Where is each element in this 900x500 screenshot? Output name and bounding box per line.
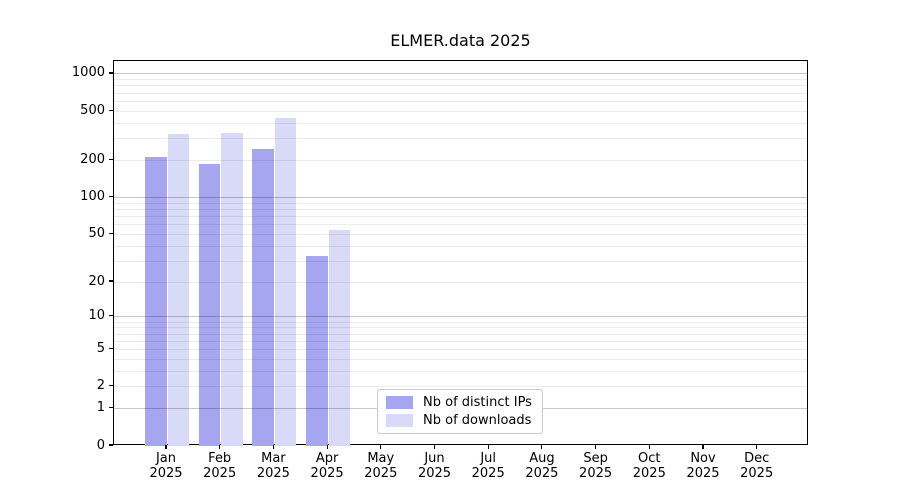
minor-gridline bbox=[114, 159, 807, 161]
minor-gridline bbox=[114, 202, 807, 204]
x-tick-mark bbox=[487, 445, 489, 449]
minor-gridline bbox=[114, 85, 807, 87]
y-tick-label: 2 bbox=[96, 378, 105, 394]
y-tick-mark bbox=[109, 407, 113, 409]
x-tick-mark bbox=[380, 445, 382, 449]
y-tick-label: 100 bbox=[80, 188, 105, 204]
x-tick-mark bbox=[648, 445, 650, 449]
x-tick-mark bbox=[433, 445, 436, 449]
y-tick-mark bbox=[109, 109, 113, 111]
minor-gridline bbox=[114, 358, 807, 360]
grid-layer bbox=[114, 61, 807, 444]
minor-gridline bbox=[114, 233, 807, 235]
minor-gridline bbox=[114, 138, 807, 140]
minor-gridline bbox=[114, 122, 807, 124]
y-tick-mark bbox=[109, 158, 113, 160]
y-tick-label: 0 bbox=[96, 437, 105, 453]
y-tick-label: 1000 bbox=[71, 65, 105, 81]
y-tick-label: 20 bbox=[88, 273, 105, 289]
y-tick-mark bbox=[109, 232, 113, 234]
bar-distinct-ips bbox=[198, 163, 221, 446]
x-tick-mark bbox=[326, 445, 328, 449]
minor-gridline bbox=[114, 333, 807, 335]
minor-gridline bbox=[114, 100, 807, 102]
legend-item-distinct-ips: Nb of distinct IPs bbox=[386, 395, 542, 410]
y-tick-mark bbox=[109, 444, 113, 446]
x-tick-mark bbox=[756, 445, 758, 449]
bar-downloads bbox=[328, 230, 351, 446]
minor-gridline bbox=[114, 386, 807, 388]
bar-downloads bbox=[167, 133, 189, 446]
minor-gridline bbox=[114, 370, 807, 372]
y-tick-label: 500 bbox=[80, 102, 105, 118]
legend-swatch-downloads bbox=[386, 414, 413, 427]
x-tick-label: Jan 2025 bbox=[149, 451, 183, 481]
x-tick-mark bbox=[541, 445, 543, 449]
minor-gridline bbox=[114, 327, 807, 329]
y-tick-mark bbox=[109, 195, 113, 198]
y-tick-mark bbox=[109, 280, 113, 282]
minor-gridline bbox=[114, 260, 807, 262]
minor-gridline bbox=[114, 340, 807, 342]
minor-gridline bbox=[114, 79, 807, 81]
x-tick-mark bbox=[702, 445, 704, 449]
minor-gridline bbox=[114, 215, 807, 217]
x-tick-mark bbox=[219, 445, 221, 449]
legend-label-distinct-ips: Nb of distinct IPs bbox=[423, 395, 532, 410]
y-tick-label: 50 bbox=[88, 225, 105, 241]
minor-gridline bbox=[114, 245, 807, 247]
x-tick-label: Mar 2025 bbox=[256, 451, 290, 481]
x-tick-label: Aug 2025 bbox=[525, 451, 559, 481]
minor-gridline bbox=[114, 110, 807, 112]
y-tick-mark bbox=[109, 385, 113, 387]
x-tick-label: Sep 2025 bbox=[579, 451, 613, 481]
x-tick-label: Oct 2025 bbox=[632, 451, 666, 481]
legend: Nb of distinct IPs Nb of downloads bbox=[377, 389, 543, 434]
y-tick-label: 1 bbox=[96, 400, 105, 416]
x-tick-label: Jul 2025 bbox=[471, 451, 505, 481]
x-tick-mark bbox=[272, 445, 274, 449]
y-tick-label: 5 bbox=[96, 341, 105, 356]
x-tick-label: Jun 2025 bbox=[417, 451, 452, 481]
x-tick-mark bbox=[595, 445, 597, 449]
bar-distinct-ips bbox=[145, 157, 167, 446]
major-gridline bbox=[114, 196, 807, 198]
minor-gridline bbox=[114, 208, 807, 210]
bar-distinct-ips bbox=[306, 256, 328, 446]
y-tick-mark bbox=[109, 315, 113, 317]
major-gridline bbox=[114, 316, 807, 318]
y-tick-mark bbox=[109, 72, 113, 74]
y-tick-mark bbox=[109, 347, 113, 350]
x-tick-label: Dec 2025 bbox=[740, 451, 774, 481]
chart-title: ELMER.data 2025 bbox=[390, 31, 531, 50]
bar-downloads bbox=[274, 117, 297, 446]
legend-item-downloads: Nb of downloads bbox=[386, 413, 542, 428]
x-tick-label: Apr 2025 bbox=[310, 451, 344, 481]
legend-label-downloads: Nb of downloads bbox=[423, 413, 532, 428]
minor-gridline bbox=[114, 349, 807, 350]
minor-gridline bbox=[114, 224, 807, 226]
legend-swatch-distinct-ips bbox=[386, 396, 413, 409]
bars-layer bbox=[114, 61, 807, 446]
y-tick-label: 200 bbox=[80, 151, 105, 167]
x-tick-label: Nov 2025 bbox=[686, 451, 720, 481]
plot-area bbox=[113, 60, 808, 446]
major-gridline bbox=[114, 73, 807, 75]
bar-distinct-ips bbox=[252, 148, 274, 446]
x-tick-label: Feb 2025 bbox=[203, 451, 237, 481]
x-tick-label: May 2025 bbox=[364, 451, 398, 481]
bar-downloads bbox=[221, 133, 243, 446]
x-tick-mark bbox=[165, 445, 167, 449]
minor-gridline bbox=[114, 321, 807, 323]
minor-gridline bbox=[114, 281, 807, 283]
minor-gridline bbox=[114, 92, 807, 94]
y-tick-label: 10 bbox=[88, 308, 105, 324]
